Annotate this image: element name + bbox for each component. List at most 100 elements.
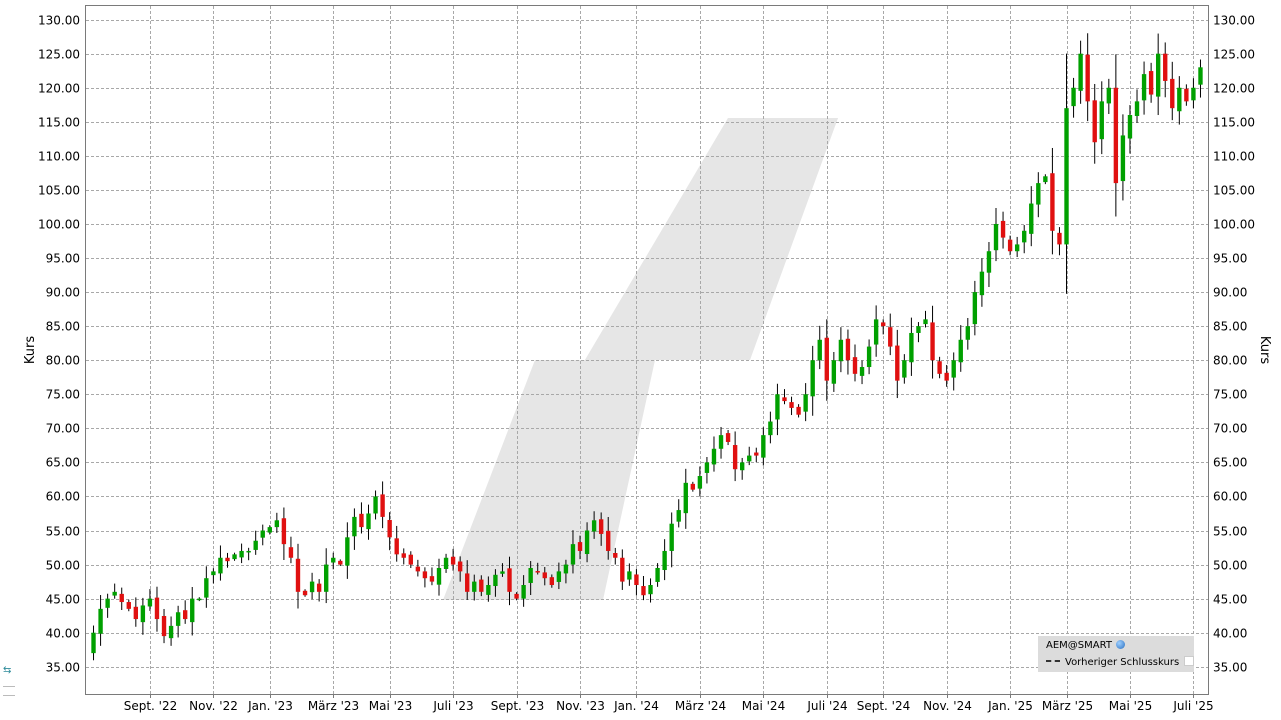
candle: [711, 436, 717, 472]
x-tick-label: Jan. '25: [987, 699, 1033, 713]
candle: [627, 563, 632, 586]
candle: [732, 431, 738, 482]
candle: [225, 552, 230, 568]
candle: [718, 426, 724, 459]
y-tick-label-left: 45.00: [46, 593, 80, 607]
candle: [944, 364, 949, 387]
candle: [450, 548, 456, 571]
candle: [542, 566, 547, 586]
candle: [655, 563, 660, 587]
candle: [338, 559, 343, 567]
y-tick-label-left: 120.00: [38, 82, 80, 96]
y-tick-label-left: 90.00: [46, 286, 80, 300]
y-tick-label-right: 120.00: [1213, 82, 1255, 96]
candle: [916, 322, 921, 343]
candle: [972, 280, 978, 336]
y-tick-label-right: 95.00: [1213, 252, 1247, 266]
candle: [98, 595, 103, 646]
candle: [845, 329, 851, 375]
candle: [634, 569, 639, 596]
menu-lines-icon[interactable]: [3, 686, 15, 696]
candle: [528, 561, 533, 596]
y-tick-label-left: 105.00: [38, 184, 80, 198]
candle: [1000, 211, 1006, 249]
candle: [930, 305, 935, 379]
candle: [309, 572, 315, 600]
x-tick-label: März '24: [675, 699, 726, 713]
x-tick-label: Sept. '22: [124, 699, 178, 713]
candle: [838, 327, 844, 373]
y-tick-label-right: 80.00: [1213, 354, 1247, 368]
candle: [1029, 186, 1034, 247]
y-tick-label-right: 55.00: [1213, 525, 1247, 539]
candle: [232, 552, 237, 561]
y-tick-label-right: 70.00: [1213, 422, 1247, 436]
y-tick-label-right: 65.00: [1213, 456, 1247, 470]
x-tick-label: Mai '24: [742, 699, 785, 713]
candle: [1184, 84, 1189, 106]
globe-icon[interactable]: [1115, 640, 1125, 649]
y-tick-label-left: 85.00: [46, 320, 80, 334]
candle: [1036, 172, 1041, 218]
toggle-checkbox-icon[interactable]: [1184, 656, 1195, 666]
candle: [133, 597, 139, 627]
candle: [739, 457, 745, 480]
x-tick-label: Jan. '23: [247, 699, 293, 713]
candle: [436, 558, 442, 596]
candle: [535, 562, 540, 575]
candle: [422, 567, 428, 588]
candle: [316, 579, 322, 602]
candle: [91, 625, 96, 661]
candle: [429, 567, 435, 586]
candle: [1085, 33, 1090, 122]
candle: [598, 512, 604, 546]
candle: [888, 313, 893, 356]
candle: [126, 599, 131, 612]
candle: [789, 396, 794, 416]
candle: [401, 548, 406, 565]
dashed-line-icon: [1046, 660, 1060, 662]
candle: [1170, 61, 1175, 121]
candle: [324, 548, 329, 604]
candle: [302, 589, 308, 597]
y-tick-label-left: 60.00: [46, 490, 80, 504]
candle: [831, 351, 837, 392]
candle: [979, 258, 985, 307]
candle: [1064, 53, 1069, 294]
candle: [1078, 40, 1083, 104]
candle: [902, 354, 907, 384]
y-tick-label-left: 80.00: [46, 354, 80, 368]
candle: [782, 389, 787, 405]
candle: [1057, 227, 1062, 256]
y-tick-label-left: 75.00: [46, 388, 80, 402]
y-tick-label-right: 90.00: [1213, 286, 1247, 300]
candle: [479, 575, 484, 597]
y-tick-label-right: 60.00: [1213, 490, 1247, 504]
x-tick-label: Nov. '22: [189, 699, 238, 713]
candle: [584, 522, 590, 563]
y-axis-left: 35.00 40.00 45.00 50.00 55.00 60.00 65.00 70.00…: [38, 14, 80, 675]
candle: [570, 530, 576, 574]
candle: [521, 575, 526, 607]
y-tick-label-right: 105.00: [1213, 184, 1255, 198]
chart-tool-icon[interactable]: ⇆: [3, 665, 12, 676]
candle: [168, 616, 174, 646]
candle: [1071, 77, 1076, 118]
candle: [260, 524, 265, 546]
candle: [965, 317, 970, 350]
candle: [1113, 54, 1119, 217]
grid: [86, 6, 1208, 694]
candle: [591, 511, 597, 539]
candle: [514, 592, 519, 601]
candle: [768, 411, 773, 444]
y-tick-label-right: 40.00: [1213, 627, 1247, 641]
candle: [669, 512, 674, 568]
y-axis-right: 35.00 40.00 45.00 50.00 55.00 60.00 65.00 70.00…: [1213, 14, 1255, 675]
candle: [1043, 174, 1048, 185]
candle: [1155, 33, 1161, 116]
candle: [1134, 89, 1140, 123]
candle: [175, 605, 181, 638]
x-tick-label: Juli '25: [1172, 699, 1213, 713]
candle: [246, 547, 251, 561]
